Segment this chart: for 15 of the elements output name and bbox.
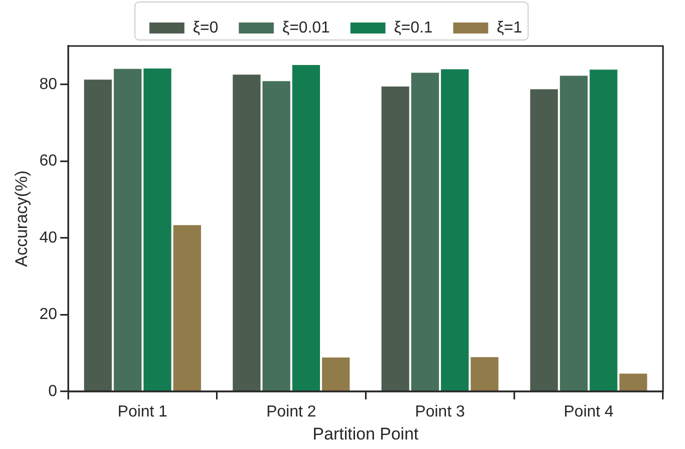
- y-axis-title: Accuracy(%): [12, 170, 31, 267]
- legend-label: ξ=0.01: [282, 19, 330, 36]
- y-tick-label: 60: [39, 152, 58, 170]
- y-tick-label: 20: [39, 306, 58, 324]
- legend-label: ξ=0.1: [394, 19, 433, 36]
- y-tick-label: 80: [39, 76, 58, 93]
- x-tick-label: Point 4: [564, 403, 614, 420]
- y-tick-label: 40: [39, 229, 58, 246]
- x-tick-label: Point 1: [118, 403, 168, 420]
- x-axis-title: Partition Point: [312, 424, 419, 444]
- x-tick-label: Point 3: [415, 403, 465, 420]
- legend-label: ξ=1: [496, 19, 522, 36]
- legend-label: ξ=0: [192, 19, 218, 36]
- x-tick-label: Point 2: [266, 403, 316, 420]
- y-tick-label: 0: [48, 382, 58, 400]
